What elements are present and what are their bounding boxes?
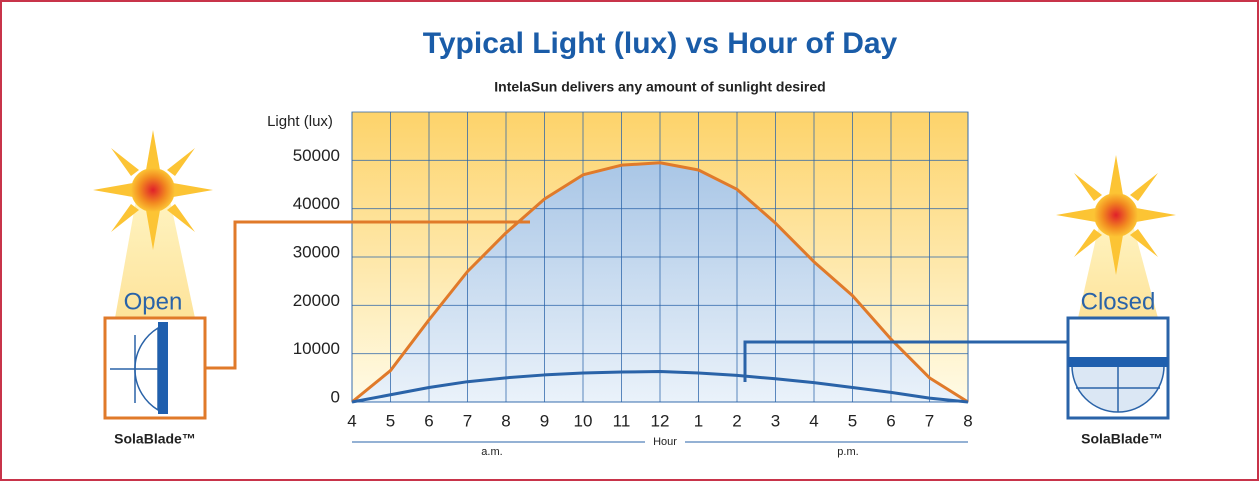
x-tick-label: 12 (651, 411, 670, 430)
chart-title: Typical Light (lux) vs Hour of Day (423, 27, 898, 60)
y-axis-label: Light (lux) (267, 113, 333, 130)
x-tick-label: 8 (963, 411, 972, 430)
product-label: SolaBlade™ (114, 431, 196, 447)
open-label: Open (124, 288, 183, 315)
x-tick-label: 9 (540, 411, 549, 430)
x-tick-label: 4 (809, 411, 818, 430)
x-tick-label: 6 (886, 411, 895, 430)
period-label: p.m. (837, 446, 858, 458)
closed-blade-icon (1068, 318, 1168, 418)
y-tick-label: 20000 (293, 291, 340, 310)
x-tick-label: 11 (613, 411, 631, 430)
x-tick-label: 3 (771, 411, 780, 430)
y-tick-label: 10000 (293, 339, 340, 358)
chart: Typical Light (lux) vs Hour of Day Intel… (0, 0, 1259, 481)
x-tick-label: 10 (574, 411, 593, 430)
y-tick-label: 40000 (293, 194, 340, 213)
subtitle: IntelaSun delivers any amount of sunligh… (494, 79, 825, 95)
product-label: SolaBlade™ (1081, 431, 1163, 447)
x-tick-label: 6 (424, 411, 433, 430)
x-tick-label: 4 (347, 411, 356, 430)
x-tick-label: 5 (848, 411, 857, 430)
x-axis-label: Hour (653, 436, 677, 448)
x-tick-label: 7 (463, 411, 472, 430)
x-tick-label: 2 (732, 411, 741, 430)
y-tick-label: 0 (331, 387, 340, 406)
y-tick-label: 30000 (293, 242, 340, 261)
x-tick-label: 7 (925, 411, 934, 430)
y-tick-label: 50000 (293, 146, 340, 165)
x-tick-label: 8 (501, 411, 510, 430)
period-label: a.m. (481, 446, 502, 458)
x-tick-label: 5 (386, 411, 395, 430)
open-blade-icon (105, 318, 205, 418)
x-tick-label: 1 (694, 411, 703, 430)
closed-label: Closed (1081, 288, 1156, 315)
